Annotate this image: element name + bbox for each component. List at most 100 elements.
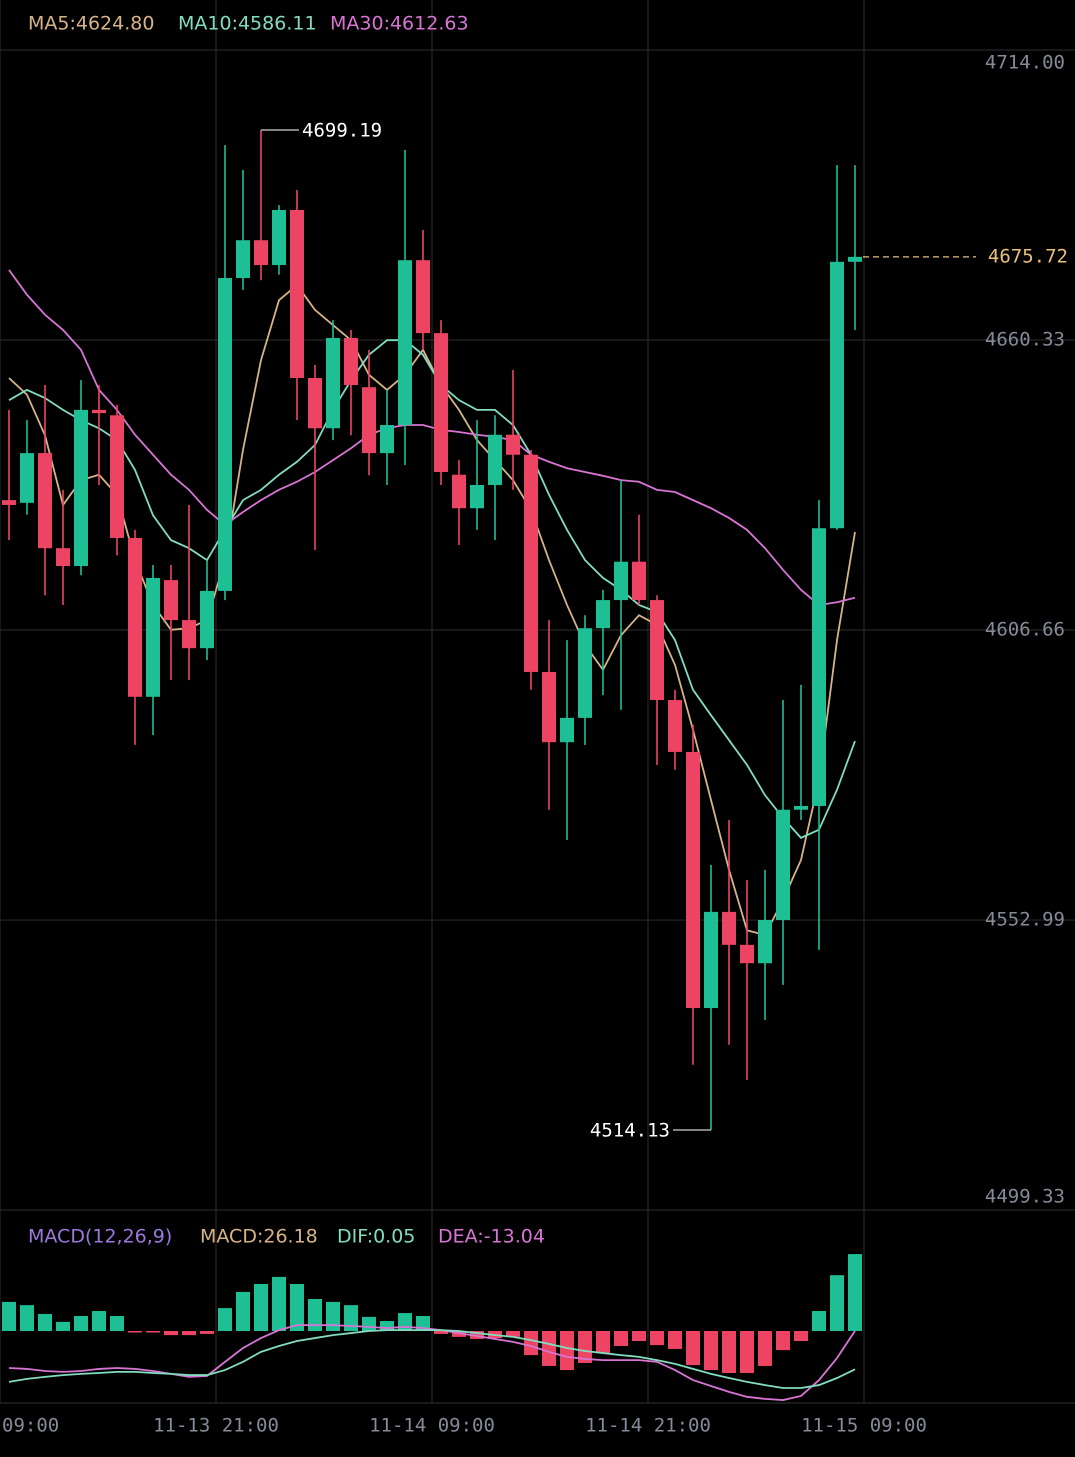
macd-bar [812,1311,826,1332]
macd-bar [614,1331,628,1346]
macd-bar [2,1301,16,1332]
macd-bar [506,1331,520,1337]
candle-body [236,240,250,279]
macd-bar [308,1298,322,1332]
candle-body [524,454,538,672]
candle-body [686,751,700,1009]
macd-bar [254,1283,268,1332]
candle-body [848,256,862,262]
macd-bar [164,1331,178,1336]
macd-bar [182,1331,196,1336]
candle-body [254,240,268,266]
candle-body [362,387,376,454]
candle-body [110,415,124,538]
macd-title: MACD(12,26,9) [28,1226,172,1248]
macd-bar [650,1331,664,1346]
macd-bar [686,1331,700,1366]
macd-bar [848,1254,862,1332]
candle-body [650,600,664,701]
candle-body [20,453,34,503]
macd-bar [434,1331,448,1334]
candle-body [272,209,286,266]
legend-label: DIF:0.05 [337,1226,415,1248]
legend-label: DEA:-13.04 [438,1226,545,1248]
ma-line [8,339,856,839]
candle-body [92,409,106,414]
legend-label: MA5:4624.80 [28,13,154,35]
candle-body [200,590,214,649]
candle-body [776,809,790,920]
ma-line [8,269,856,606]
macd-bar [578,1331,592,1364]
candle-body [434,333,448,473]
candle-body [128,537,142,697]
macd-bar [344,1305,358,1332]
x-tick-label: 11-13 21:00 [153,1415,279,1437]
macd-bar [794,1331,808,1341]
x-tick-label: 11-15 09:00 [801,1415,927,1437]
candle-body [290,209,304,379]
macd-bar [362,1316,376,1332]
macd-bar [596,1331,610,1354]
candle-body [326,338,340,429]
macd-bar [20,1305,34,1332]
macd-bar [74,1316,88,1332]
macd-bar [146,1331,160,1333]
x-tick-label: 09:00 [2,1415,59,1437]
candle-body [758,919,772,964]
macd-bar [470,1331,484,1339]
candle-body [596,600,610,629]
macd-bar [92,1311,106,1332]
macd-line [8,1324,856,1401]
candle-body [218,278,232,591]
candle-body [830,261,844,529]
candle-body [182,620,196,649]
legend-label: MACD:26.18 [200,1226,318,1248]
x-tick-label: 11-14 21:00 [585,1415,711,1437]
macd-bar [722,1331,736,1374]
y-tick-label: 4552.99 [985,909,1065,931]
candle-body [308,378,322,429]
candle-body [740,944,754,964]
candle-body [668,700,682,752]
legend-label: MA30:4612.63 [330,13,469,35]
macd-bar [380,1321,394,1332]
candle-body [704,911,718,1009]
candle-body [506,434,520,455]
macd-line [8,1329,856,1389]
candle-body [2,500,16,505]
candle-body [38,453,52,549]
candle-body [164,580,178,621]
macd-bar [200,1331,214,1334]
macd-bar [110,1316,124,1332]
candle-body [812,528,826,806]
macd-bar [560,1331,574,1371]
low-label: 4514.13 [590,1120,670,1142]
macd-bar [290,1283,304,1332]
macd-bar [758,1331,772,1366]
macd-bar [128,1331,142,1333]
macd-bar [326,1301,340,1332]
macd-bar [668,1331,682,1349]
candle-body [722,911,736,945]
macd-bar [830,1275,844,1332]
candle-body [470,484,484,509]
candle-body [560,717,574,743]
candle-body [344,338,358,386]
candle-body [74,409,88,567]
last-price-label: 4675.72 [988,245,1068,267]
candle-body [632,561,646,601]
candle-body [56,548,70,567]
high-label: 4699.19 [302,120,382,142]
macd-bar [632,1331,646,1341]
macd-bar [218,1308,232,1332]
y-tick-label: 4714.00 [985,52,1065,74]
macd-bar [38,1313,52,1332]
macd-bar [236,1291,250,1332]
y-tick-label: 4660.33 [985,329,1065,351]
macd-bar [272,1276,286,1332]
x-tick-label: 11-14 09:00 [369,1415,495,1437]
macd-bar [704,1331,718,1371]
candle-body [398,260,412,426]
